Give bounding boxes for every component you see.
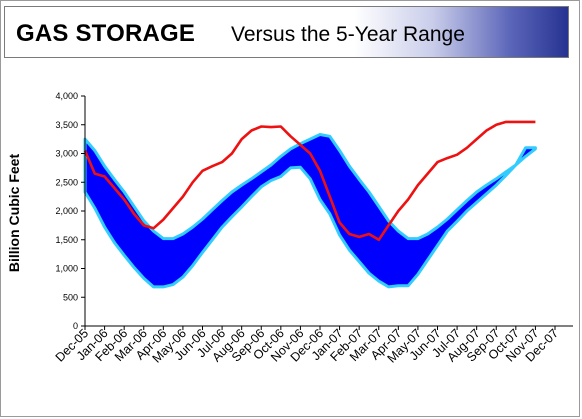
storage-line-layer [83,120,536,242]
y-tick-label: 0 [73,321,78,331]
y-tick-label: 2,000 [55,206,78,216]
y-tick-label: 1,000 [55,264,78,274]
title-banner: GAS STORAGE Versus the 5-Year Range [4,6,569,58]
y-tick-label: 4,000 [55,91,78,101]
y-tick-label: 3,500 [55,120,78,130]
five-year-range-band [83,133,537,289]
y-axis-label: Billion Cubic Feet [6,154,22,273]
y-tick-label: 2,500 [55,177,78,187]
five-year-range-layer [83,133,537,289]
y-tick-label: 3,000 [55,149,78,159]
chart-title: GAS STORAGE [16,20,196,47]
y-tick-label: 500 [63,292,78,302]
storage-line [83,120,536,242]
chart-subtitle: Versus the 5-Year Range [231,23,465,46]
y-tick-label: 1,500 [55,235,78,245]
